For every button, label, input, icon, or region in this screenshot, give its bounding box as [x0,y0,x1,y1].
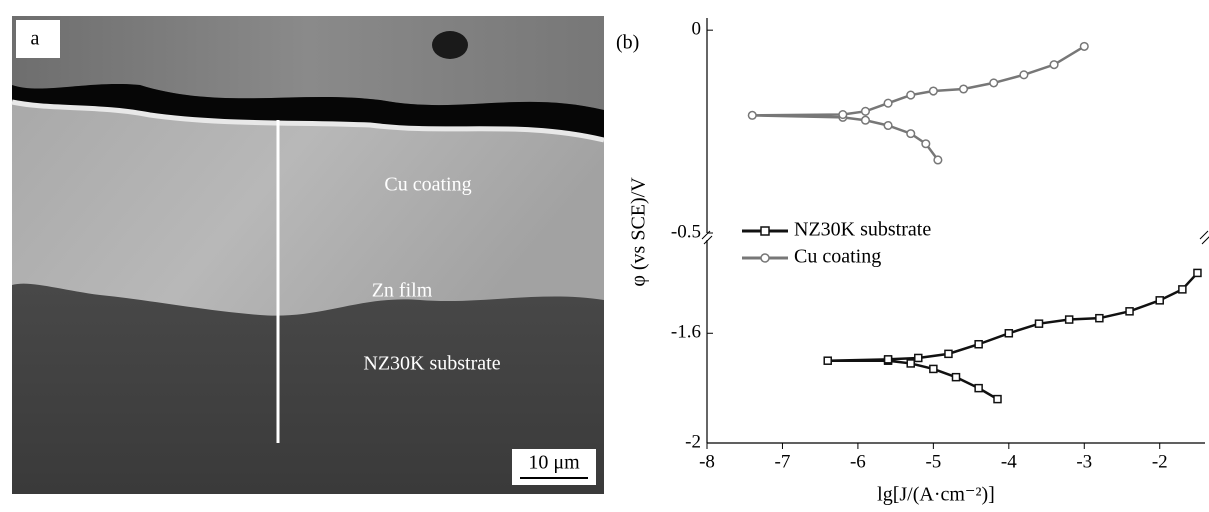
marker [883,120,893,131]
marker [921,139,931,149]
label-box [16,20,60,58]
panel-label: (b) [616,32,639,54]
legend-label: Cu coating [794,246,881,268]
marker [860,106,871,116]
marker [1125,307,1134,316]
marker [906,90,916,100]
annotation: NZ30K substrate [363,353,500,375]
axis-break [1201,236,1209,245]
marker [989,78,999,88]
marker [906,129,916,139]
pore [432,31,468,59]
x-axis-label: lg[J/(A·cm⁻²)] [877,484,995,506]
scale-label: 10 μm [528,452,580,474]
marker [928,86,938,96]
y-tick-label: 0 [692,19,702,40]
marker [838,109,848,120]
legend-marker [760,253,770,263]
y-tick-label: -2 [685,431,701,452]
chart: 0-0.5φ (vs SCE)/V(b)-1.6-2-8 -7 -6 -5 -4 -3 -2… [616,18,1209,506]
marker [823,356,832,365]
marker [1064,315,1074,324]
annotation: Zn film [372,280,433,302]
marker [1079,41,1089,51]
crack [12,83,604,140]
y-axis-label: φ (vs SCE)/V [628,177,650,287]
x-tick-label: -3 [1076,451,1092,472]
axis-break [701,230,711,240]
marker [929,364,938,374]
sem-image: a Cu coating Zn film NZ30K substrate 10 … [11,16,605,494]
y-tick-label: -0.5 [671,221,701,242]
marker [993,394,1002,404]
marker [1155,296,1164,305]
x-tick-label: -6 [850,451,866,472]
marker [974,339,983,349]
marker [906,359,915,368]
marker [974,383,983,393]
series-line [752,45,1085,161]
marker [1034,319,1044,328]
marker [883,98,893,108]
legend-marker [760,226,770,236]
marker [883,355,893,364]
panel-label: a [31,28,40,50]
x-tick-label: -5 [925,451,941,472]
marker [933,155,943,165]
axis-break [703,235,713,245]
axis-break [1199,230,1209,240]
legend-label: NZ30K substrate [794,219,931,241]
x-tick-label: -7 [775,451,791,472]
y-tick-label: -1.6 [671,322,701,343]
marker [1178,285,1187,294]
marker [958,84,969,94]
marker [951,372,961,382]
marker [1049,60,1059,70]
x-tick-label: -4 [1001,451,1017,472]
marker [944,349,953,359]
x-tick-label: -2 [1152,451,1168,472]
marker [914,353,923,363]
marker [1193,268,1202,278]
marker [1095,313,1104,323]
marker [1019,70,1029,80]
marker [860,115,871,125]
marker [1004,329,1014,338]
annotation: Cu coating [384,174,471,196]
x-tick-label: -8 [699,451,715,472]
coating-region [12,102,604,316]
marker [747,110,757,120]
coating-edge [11,99,605,143]
